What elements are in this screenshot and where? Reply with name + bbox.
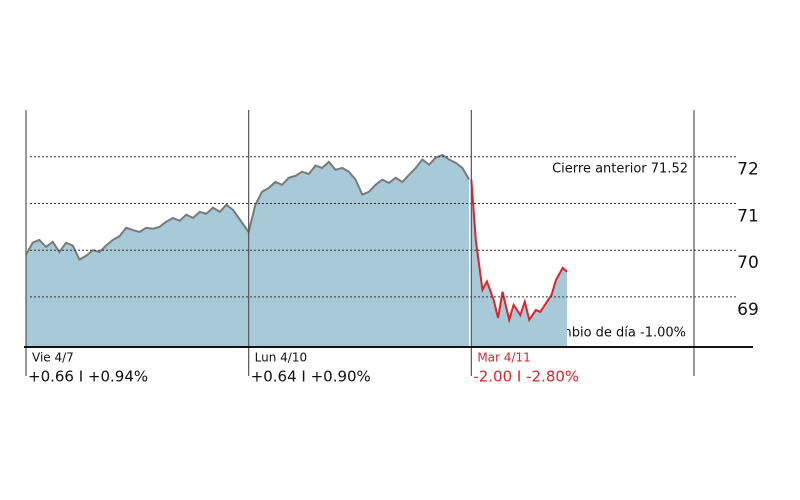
area bbox=[471, 179, 568, 347]
session-label: Lun 4/10 bbox=[255, 351, 307, 365]
y-tick-label: 69 bbox=[737, 300, 759, 320]
y-tick-label: 71 bbox=[737, 206, 759, 226]
annotation: Cierre anterior 71.52 bbox=[552, 162, 688, 177]
annotation: 3 Cambio de día -1.00% bbox=[530, 326, 686, 341]
line bbox=[25, 153, 470, 261]
line bbox=[470, 179, 568, 324]
session-change: +0.66 I +0.94% bbox=[28, 368, 148, 386]
y-tick-label: 70 bbox=[737, 253, 759, 273]
session-change: +0.64 I +0.90% bbox=[251, 368, 371, 386]
session-change: -2.00 I -2.80% bbox=[473, 368, 579, 386]
y-tick-label: 72 bbox=[737, 160, 759, 180]
session-label: Mar 4/11 bbox=[477, 351, 530, 365]
area bbox=[26, 154, 470, 347]
session-label: Vie 4/7 bbox=[32, 351, 74, 365]
